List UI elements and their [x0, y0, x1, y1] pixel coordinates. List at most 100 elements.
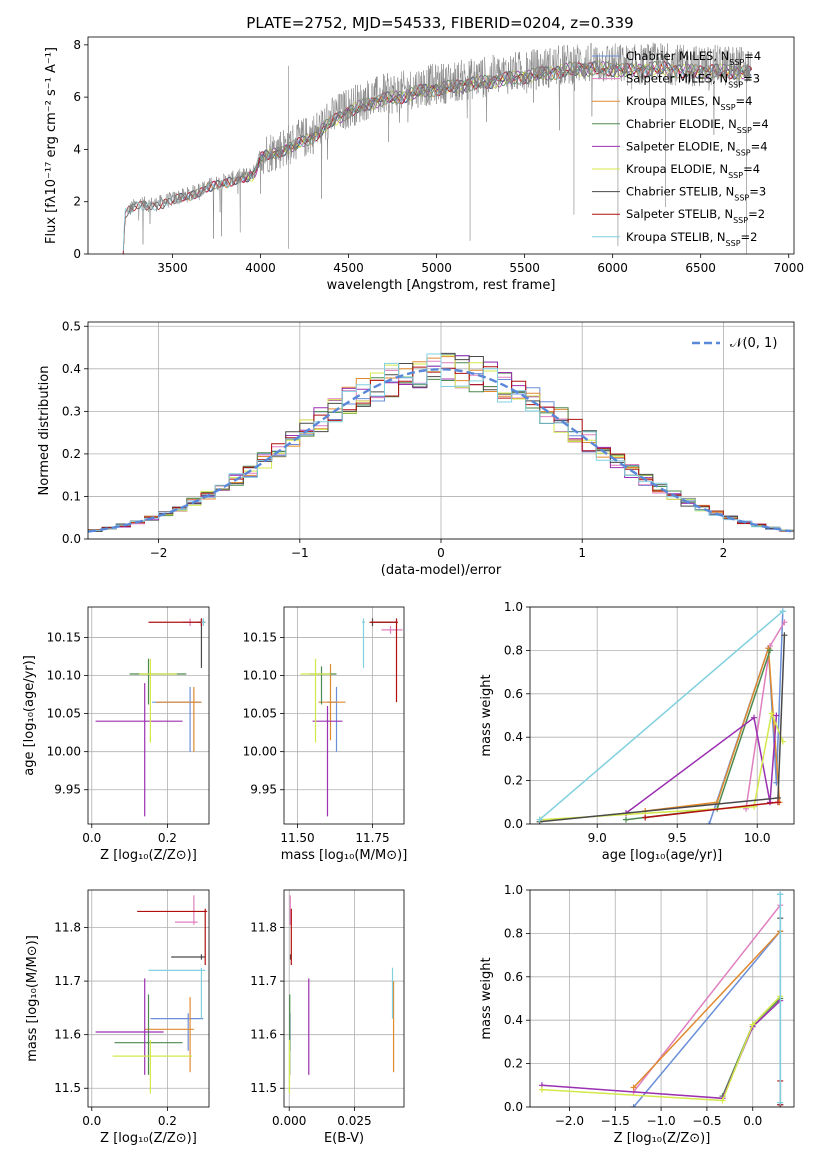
- legend-entry-kroupa_stelib: Kroupa STELIB, NSSP=2: [626, 230, 757, 248]
- legend-suffix: =4: [736, 94, 753, 108]
- weight-marker-chabrier_elodie: [767, 647, 773, 654]
- x-tick-label: −1: [291, 546, 309, 560]
- legend-subscript: SSP: [728, 171, 743, 180]
- weight-line-chabrier_elodie: [721, 997, 781, 1097]
- weight-marker-kroupa_elodie: [538, 1086, 545, 1093]
- x-tick-label: 4500: [333, 261, 364, 275]
- plot-area: [536, 608, 788, 824]
- plot-area: [95, 895, 208, 1094]
- x-axis-label: Z [log₁₀(Z/Z⊙)]: [100, 848, 197, 863]
- x-tick-label: −1.0: [647, 1114, 676, 1128]
- axes-frame: [87, 889, 210, 1108]
- weight-line-kroupa_elodie: [541, 995, 781, 1102]
- legend-suffix: =3: [743, 72, 760, 86]
- legend-subscript: SSP: [733, 216, 748, 225]
- y-tick-label: 0.6: [504, 687, 523, 701]
- panel-residuals: −2 −1 0 1 2 0.0 0.1 0.2 0.3 0.4 0.5 (data-model)/er…: [37, 319, 795, 578]
- y-tick-label: 6: [73, 90, 81, 104]
- panel-age_vs_Z: 0.0 0.2 9.95 10.00 10.05 10.10 10.15 Z [log₁₀(Z…: [22, 606, 210, 863]
- weight-marker-kroupa_stelib: [777, 1099, 784, 1106]
- axes-frame: [87, 321, 795, 540]
- y-tick-label: 11.6: [250, 1028, 277, 1042]
- panel-weight_vs_age: 9.0 9.5 10.0 0.0 0.2 0.4 0.6 0.8 1.0 age [log₁₀(a…: [479, 600, 795, 863]
- y-tick-label: 11.7: [54, 974, 81, 988]
- y-tick-label: 0.0: [62, 532, 81, 546]
- weight-marker-kroupa_miles: [630, 1084, 637, 1091]
- legend-entry-kroupa_miles: Kroupa MILES, NSSP=4: [626, 94, 752, 112]
- x-tick-label: 0.0: [82, 831, 101, 845]
- panel-age_vs_mass: 11.50 11.75 9.95 10.00 10.05 10.10 10.15 mass […: [243, 606, 407, 863]
- weight-marker-kroupa_stelib: [536, 816, 543, 823]
- axes-frame: [87, 36, 795, 255]
- weight-marker-chabrier_elodie: [623, 816, 629, 823]
- weight-marker-chabrier_miles: [630, 1104, 637, 1107]
- y-tick-label: 10.00: [243, 745, 277, 759]
- plot-area: [288, 895, 395, 1094]
- y-tick-label: 11.8: [54, 921, 81, 935]
- y-tick-label: 0.0: [504, 817, 523, 831]
- observed-spectrum: [126, 42, 752, 245]
- y-axis-label: mass weight: [479, 957, 494, 1039]
- legend-subscript: SSP: [737, 125, 752, 134]
- weight-line-kroupa_miles: [633, 930, 781, 1089]
- y-tick-label: 8: [73, 38, 81, 52]
- plot-area: [88, 352, 794, 533]
- weight-marker-kroupa_elodie: [719, 1097, 726, 1104]
- y-tick-label: 0.5: [62, 319, 81, 333]
- y-tick-label: 0.2: [62, 447, 81, 461]
- x-tick-label: 0.025: [337, 1114, 371, 1128]
- legend-suffix: =3: [749, 185, 766, 199]
- x-tick-label: −2: [150, 546, 168, 560]
- y-axis-label: Flux [fλ10⁻¹⁷ erg cm⁻² s⁻¹ A⁻¹]: [44, 47, 59, 244]
- panel-weight_vs_Z: −2.0 −1.5 −1.0 −0.5 0.0 0.0 0.2 0.4 0.6 0.8 1.0 Z […: [479, 883, 795, 1146]
- x-tick-label: 11.50: [280, 831, 314, 845]
- legend-subscript: SSP: [734, 193, 749, 202]
- x-tick-label: 6500: [685, 261, 716, 275]
- plot-area: [95, 618, 206, 817]
- model-curve-kroupa_miles: [179, 60, 752, 203]
- weight-marker-kroupa_stelib: [777, 891, 784, 898]
- x-tick-label: −0.5: [692, 1114, 721, 1128]
- weight-marker-salpeter_elodie: [751, 714, 757, 721]
- x-axis-label: age [log₁₀(age/yr)]: [602, 848, 723, 863]
- panel-spectrum: 3500 4000 4500 5000 5500 6000 6500 7000 0 2 4 6 8 wav…: [44, 36, 804, 293]
- x-tick-label: 1: [578, 546, 586, 560]
- x-tick-label: 0.2: [158, 1114, 177, 1128]
- panel-mass_vs_Z: 0.0 0.2 11.5 11.6 11.7 11.8 Z [log₁₀(Z/Z⊙)] mas…: [25, 889, 210, 1146]
- weight-marker-salpeter_stelib: [775, 799, 781, 806]
- panel-mass_vs_ebv: 0.000 0.025 11.5 11.6 11.7 11.8 E(B-V): [250, 889, 405, 1146]
- y-tick-label: 0.3: [62, 404, 81, 418]
- x-tick-label: −2.0: [555, 1114, 584, 1128]
- y-tick-label: 10.10: [243, 669, 277, 683]
- x-axis-label: wavelength [Angstrom, rest frame]: [327, 278, 556, 293]
- legend-entry-salpeter_miles: Salpeter MILES, NSSP=3: [626, 72, 760, 90]
- plot-area: [538, 891, 784, 1107]
- y-tick-label: 0.8: [504, 643, 523, 657]
- weight-marker-kroupa_stelib: [779, 608, 786, 615]
- x-tick-label: 4000: [245, 261, 276, 275]
- legend-entry-normal: 𝒩(0, 1): [730, 336, 777, 351]
- model-curve-kroupa_elodie: [242, 60, 752, 182]
- y-tick-label: 11.7: [250, 974, 277, 988]
- axes-frame: [87, 606, 210, 825]
- weight-line-salpeter_stelib: [645, 801, 779, 819]
- x-tick-label: 6000: [597, 261, 628, 275]
- y-tick-label: 10.15: [243, 630, 277, 644]
- legend-suffix: =2: [748, 207, 765, 221]
- x-tick-label: 0: [437, 546, 445, 560]
- y-tick-label: 0.4: [504, 730, 523, 744]
- y-tick-label: 10.15: [47, 630, 81, 644]
- figure-title: PLATE=2752, MJD=54533, FIBERID=0204, z=0…: [246, 14, 633, 32]
- y-tick-label: 11.6: [54, 1028, 81, 1042]
- y-tick-label: 0.2: [504, 774, 523, 788]
- legend-suffix: =4: [743, 162, 760, 176]
- y-tick-label: 0: [73, 247, 81, 261]
- axes-frame: [529, 889, 795, 1108]
- legend-entry-chabrier_elodie: Chabrier ELODIE, NSSP=4: [626, 117, 769, 135]
- y-tick-label: 11.8: [250, 921, 277, 935]
- y-tick-label: 10.10: [47, 669, 81, 683]
- x-tick-label: 0.0: [82, 1114, 101, 1128]
- legend-entry-kroupa_elodie: Kroupa ELODIE, NSSP=4: [626, 162, 760, 180]
- y-tick-label: 0.2: [504, 1057, 523, 1071]
